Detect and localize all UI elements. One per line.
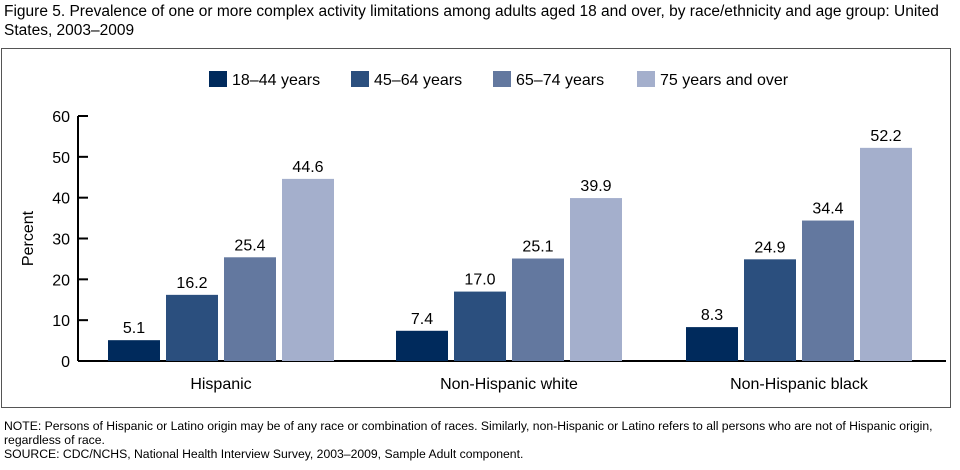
figure-notes: NOTE: Persons of Hispanic or Latino orig… (4, 419, 954, 461)
bar (396, 330, 448, 361)
bar (802, 220, 854, 361)
y-tick-label: 40 (52, 191, 70, 208)
bar (166, 294, 218, 361)
y-tick-label: 30 (52, 232, 70, 249)
bar (860, 147, 912, 361)
legend-swatch (493, 71, 511, 87)
category-label: Hispanic (190, 376, 251, 393)
data-label: 16.2 (176, 275, 207, 292)
bar (512, 258, 564, 361)
figure-title: Figure 5. Prevalence of one or more comp… (4, 3, 939, 39)
category-label: Non-Hispanic white (440, 376, 578, 393)
legend-label: 18–44 years (232, 72, 320, 89)
legend-label: 65–74 years (516, 72, 604, 89)
data-label: 44.6 (292, 159, 323, 176)
y-tick-label: 0 (61, 354, 70, 371)
bar (744, 259, 796, 361)
legend-label: 45–64 years (374, 72, 462, 89)
chart-frame (1, 48, 951, 408)
bar (282, 178, 334, 361)
legend-swatch (351, 71, 369, 87)
data-label: 5.1 (123, 320, 145, 337)
legend-swatch (209, 71, 227, 87)
data-label: 8.3 (701, 307, 723, 324)
y-tick-label: 10 (52, 313, 70, 330)
data-label: 17.0 (464, 272, 495, 289)
y-tick-label: 60 (52, 109, 70, 126)
bar (454, 291, 506, 361)
data-label: 39.9 (580, 178, 611, 195)
legend-swatch (637, 71, 655, 87)
note-text: NOTE: Persons of Hispanic or Latino orig… (4, 419, 933, 447)
category-label: Non-Hispanic black (730, 376, 869, 393)
y-axis-label: Percent (20, 210, 37, 266)
data-label: 25.1 (522, 239, 553, 256)
data-label: 24.9 (754, 239, 785, 256)
data-label: 25.4 (234, 237, 265, 254)
data-label: 7.4 (411, 311, 433, 328)
bar (108, 340, 160, 361)
y-tick-label: 20 (52, 272, 70, 289)
bar-chart: 0 10 20 30 40 50 60 Percent 5.1 16.2 25.4 44.6 Hispa… (20, 71, 946, 393)
y-tick-label: 50 (52, 150, 70, 167)
legend-label: 75 years and over (660, 72, 789, 89)
bar (224, 257, 276, 361)
bar (570, 198, 622, 361)
data-label: 52.2 (870, 128, 901, 145)
data-label: 34.4 (812, 201, 843, 218)
source-text: SOURCE: CDC/NCHS, National Health Interv… (4, 447, 524, 461)
bar (686, 327, 738, 361)
